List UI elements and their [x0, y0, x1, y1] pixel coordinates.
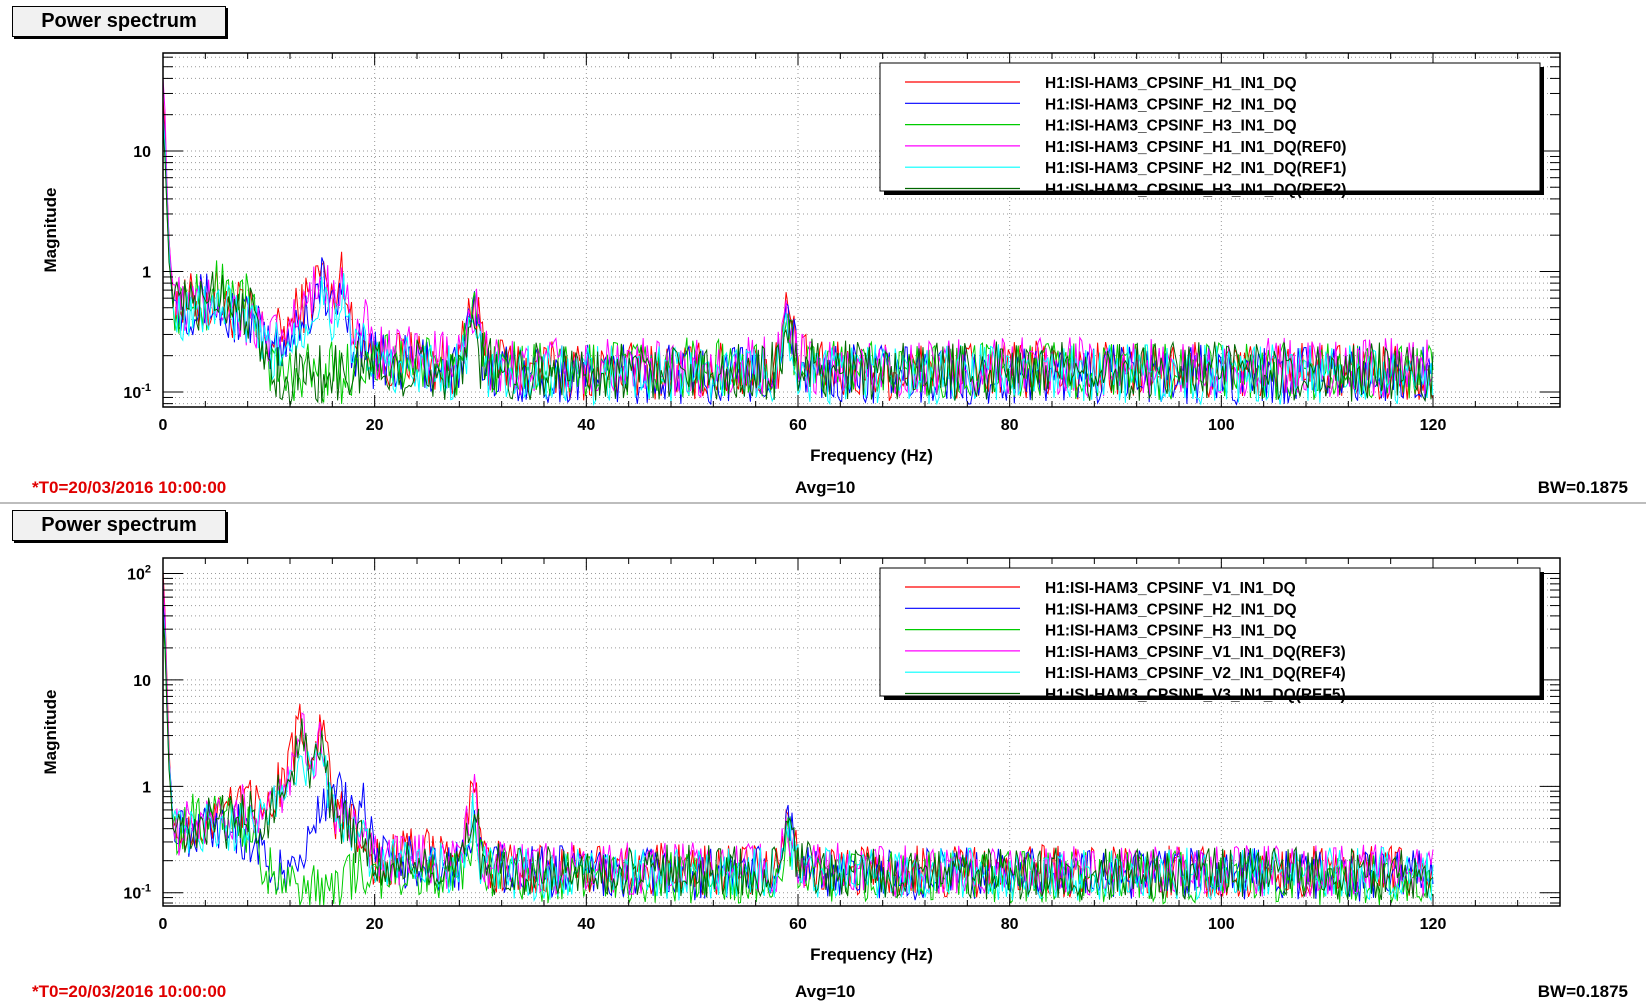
legend-entry-2: H1:ISI-HAM3_CPSINF_H3_IN1_DQ [1045, 118, 1297, 135]
y-axis-label: Magnitude [41, 690, 60, 775]
series-group [162, 78, 1434, 407]
legend-entry-3: H1:ISI-HAM3_CPSINF_H1_IN1_DQ(REF0) [1045, 139, 1346, 156]
y-tick-exp: -1 [141, 883, 151, 895]
plot-frame [162, 52, 1561, 408]
x-tick-label: 120 [1420, 417, 1447, 434]
legend-entry-2: H1:ISI-HAM3_CPSINF_H3_IN1_DQ [1045, 623, 1297, 640]
legend: H1:ISI-HAM3_CPSINF_H1_IN1_DQ H1:ISI-HAM3_… [879, 62, 1544, 199]
x-tick-label: 100 [1208, 417, 1235, 434]
t0-label-1: *T0=20/03/2016 10:00:00 [32, 478, 227, 497]
x-tick-label: 40 [577, 417, 595, 434]
y-tick-label: 10 [133, 144, 151, 161]
plot-title-1: Power spectrum [12, 6, 226, 37]
y-tick-label: 10-1 [123, 883, 151, 903]
legend-entry-4: H1:ISI-HAM3_CPSINF_H2_IN1_DQ(REF1) [1045, 160, 1346, 177]
x-axis-label: Frequency (Hz) [810, 945, 933, 964]
avg-label-2: Avg=10 [795, 982, 856, 1001]
spectrum-panel-2[interactable]: 0 20 40 60 80 100 120 Frequency (Hz) 10-1 1 10 102 M… [0, 504, 1646, 1007]
series-line-3 [162, 578, 1434, 898]
y-tick-exp: -1 [141, 382, 151, 394]
legend-entry-5: H1:ISI-HAM3_CPSINF_H3_IN1_DQ(REF2) [1045, 182, 1346, 199]
legend: H1:ISI-HAM3_CPSINF_V1_IN1_DQ H1:ISI-HAM3_… [879, 567, 1544, 704]
series-line-5 [162, 126, 1434, 407]
legend-box [879, 567, 1541, 697]
avg-label-1: Avg=10 [795, 478, 856, 497]
plot-title-2: Power spectrum [12, 510, 226, 541]
panel-separator [0, 502, 1646, 505]
legend-entry-5: H1:ISI-HAM3_CPSINF_V3_IN1_DQ(REF5) [1045, 687, 1346, 704]
y-tick-base: 10 [123, 385, 141, 402]
x-axis: 0 20 40 60 80 100 120 Frequency (Hz) [159, 53, 1561, 465]
series-line-2 [162, 120, 1434, 404]
y-axis-label: Magnitude [41, 188, 60, 273]
legend-entry-0: H1:ISI-HAM3_CPSINF_V1_IN1_DQ [1045, 580, 1296, 597]
x-tick-label: 80 [1001, 417, 1019, 434]
x-tick-label: 120 [1420, 916, 1447, 933]
bw-label-1: BW=0.1875 [1537, 478, 1628, 497]
legend-entry-3: H1:ISI-HAM3_CPSINF_V1_IN1_DQ(REF3) [1045, 644, 1346, 661]
t0-label-2: *T0=20/03/2016 10:00:00 [32, 982, 227, 1001]
grid [162, 558, 1560, 906]
legend-entry-1: H1:ISI-HAM3_CPSINF_H2_IN1_DQ [1045, 601, 1297, 618]
y-tick-label: 10 [133, 673, 151, 690]
y-tick-label: 102 [127, 564, 151, 584]
spectrum-panel-1[interactable]: 0 20 40 60 80 100 120 Frequency (Hz) 10-1 1 10 Magn… [0, 0, 1646, 503]
legend-entry-4: H1:ISI-HAM3_CPSINF_V2_IN1_DQ(REF4) [1045, 665, 1346, 682]
x-tick-label: 0 [159, 417, 168, 434]
series-line-4 [162, 610, 1434, 902]
series-line-5 [162, 615, 1434, 901]
legend-entry-0: H1:ISI-HAM3_CPSINF_H1_IN1_DQ [1045, 75, 1297, 92]
bw-label-2: BW=0.1875 [1537, 982, 1628, 1001]
x-tick-label: 0 [159, 916, 168, 933]
x-tick-label: 20 [366, 916, 384, 933]
y-tick-label: 1 [142, 779, 151, 796]
y-tick-label: 1 [142, 264, 151, 281]
y-tick-exp: 2 [145, 564, 151, 576]
series-group [162, 570, 1434, 906]
legend-entry-1: H1:ISI-HAM3_CPSINF_H2_IN1_DQ [1045, 96, 1297, 113]
y-tick-label: 10-1 [123, 382, 151, 402]
x-axis-label: Frequency (Hz) [810, 446, 933, 465]
y-tick-base: 10 [123, 886, 141, 903]
y-tick-base: 10 [127, 567, 145, 584]
x-axis: 0 20 40 60 80 100 120 Frequency (Hz) [159, 558, 1561, 964]
plot-frame [162, 557, 1561, 907]
x-tick-label: 20 [366, 417, 384, 434]
x-tick-label: 100 [1208, 916, 1235, 933]
x-tick-label: 60 [789, 916, 807, 933]
x-tick-label: 60 [789, 417, 807, 434]
x-tick-label: 40 [577, 916, 595, 933]
legend-box [879, 62, 1541, 192]
x-tick-label: 80 [1001, 916, 1019, 933]
